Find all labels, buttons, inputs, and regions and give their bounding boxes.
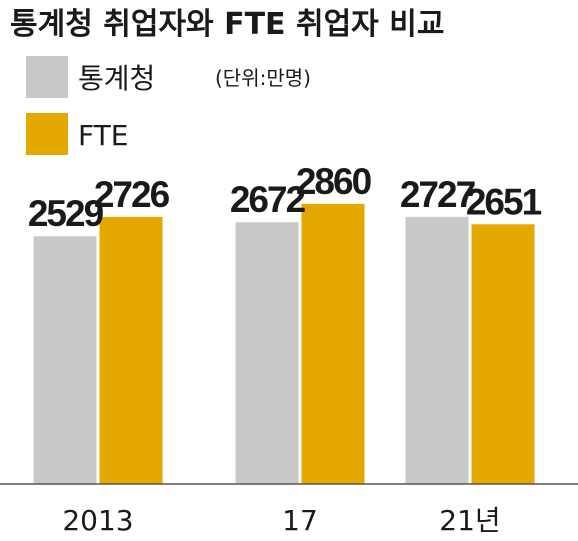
- x-tick-label-1: 17: [282, 504, 318, 537]
- value-label-stat-2: 2727: [400, 174, 475, 215]
- chart-title: 통계청 취업자와 FTE 취업자 비교: [10, 7, 444, 42]
- value-label-stat-1: 2672: [230, 179, 306, 220]
- value-label-fte-0: 2726: [94, 174, 170, 215]
- x-tick-label-2: 21년: [439, 504, 500, 537]
- legend-label-stat: 통계청: [78, 62, 155, 95]
- bar-fte-1: [301, 203, 365, 485]
- bars: [33, 203, 535, 485]
- unit-label: (단위:만명): [215, 66, 311, 90]
- value-label-stat-0: 2529: [28, 193, 104, 234]
- legend-swatch-fte: [26, 113, 68, 155]
- legend-swatch-stat: [26, 56, 68, 98]
- x-tick-labels: 2013 17 21년: [62, 504, 500, 537]
- bar-stat-2: [405, 216, 469, 484]
- legend-label-fte: FTE: [78, 119, 128, 152]
- value-label-fte-2: 2651: [466, 181, 542, 222]
- bar-stat-0: [33, 236, 97, 484]
- bar-fte-2: [471, 224, 535, 484]
- x-tick-label-0: 2013: [62, 504, 133, 537]
- bar-stat-1: [235, 222, 299, 484]
- legend: 통계청 FTE: [26, 56, 155, 155]
- value-label-fte-1: 2860: [296, 161, 372, 202]
- bar-fte-0: [99, 216, 163, 484]
